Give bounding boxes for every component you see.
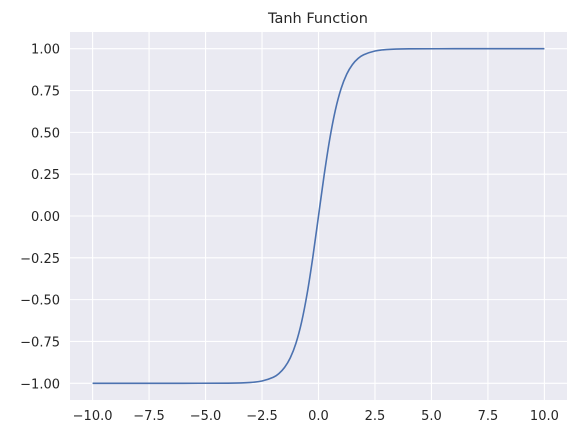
y-tick-label: 1.00: [31, 43, 60, 58]
x-tick-label: 10.0: [530, 409, 559, 424]
x-tick-labels: −10.0 −7.5 −5.0 −2.5 0.0 2.5 5.0 7.5 10.0: [73, 409, 559, 424]
y-tick-label: −0.75: [20, 335, 60, 350]
y-tick-label: 0.50: [31, 126, 60, 141]
y-tick-labels: 1.00 0.75 0.50 0.25 0.00 −0.25 −0.50 −0.75 −1.00: [20, 43, 60, 393]
chart-title: Tanh Function: [267, 11, 368, 27]
y-tick-label: −0.25: [20, 252, 60, 267]
y-tick-label: 0.00: [31, 210, 60, 225]
y-tick-label: 0.25: [31, 168, 60, 183]
x-tick-label: −5.0: [190, 409, 222, 424]
y-tick-label: −0.50: [20, 294, 60, 309]
x-tick-label: −10.0: [73, 409, 113, 424]
x-tick-label: 0.0: [308, 409, 329, 424]
x-tick-label: −7.5: [133, 409, 165, 424]
x-tick-label: 5.0: [421, 409, 442, 424]
y-tick-label: 0.75: [31, 85, 60, 100]
x-tick-label: −2.5: [246, 409, 278, 424]
x-tick-label: 2.5: [365, 409, 386, 424]
x-tick-label: 7.5: [478, 409, 499, 424]
y-tick-label: −1.00: [20, 377, 60, 392]
